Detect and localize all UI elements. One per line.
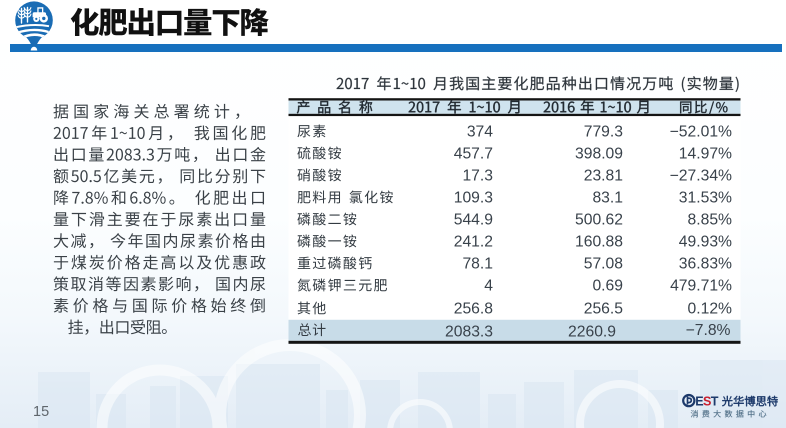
svg-text:779.3: 779.3 [584, 123, 624, 140]
svg-text:57.08: 57.08 [584, 255, 624, 272]
svg-text:398.09: 398.09 [575, 145, 623, 162]
svg-text:23.81: 23.81 [584, 167, 623, 184]
svg-text:256.8: 256.8 [454, 300, 494, 317]
svg-text:374: 374 [467, 123, 493, 140]
svg-text:49.93%: 49.93% [679, 233, 732, 250]
svg-text:83.1: 83.1 [592, 189, 623, 206]
svg-text:−7.8%: −7.8% [686, 322, 731, 339]
svg-text:0.12%: 0.12% [688, 300, 733, 317]
svg-text:36.83%: 36.83% [679, 255, 732, 272]
svg-text:479.71%: 479.71% [670, 277, 732, 294]
svg-text:160.88: 160.88 [575, 233, 623, 250]
svg-text:109.3: 109.3 [454, 189, 494, 206]
svg-text:8.85%: 8.85% [688, 211, 733, 228]
svg-text:2083.3: 2083.3 [445, 323, 493, 340]
svg-text:15: 15 [33, 404, 49, 420]
svg-text:544.9: 544.9 [454, 211, 493, 228]
svg-text:EST: EST [695, 394, 718, 408]
svg-text:14.97%: 14.97% [679, 145, 732, 162]
svg-text:−52.01%: −52.01% [670, 123, 732, 140]
svg-text:17.3: 17.3 [462, 167, 493, 184]
svg-text:0.69: 0.69 [592, 277, 623, 294]
svg-text:256.5: 256.5 [584, 300, 624, 317]
svg-text:31.53%: 31.53% [679, 189, 732, 206]
svg-text:4: 4 [484, 277, 493, 294]
svg-text:2260.9: 2260.9 [568, 323, 616, 340]
svg-text:457.7: 457.7 [454, 145, 493, 162]
svg-text:500.62: 500.62 [575, 211, 623, 228]
svg-text:78.1: 78.1 [462, 255, 493, 272]
svg-text:−27.34%: −27.34% [670, 167, 732, 184]
svg-text:241.2: 241.2 [454, 233, 493, 250]
